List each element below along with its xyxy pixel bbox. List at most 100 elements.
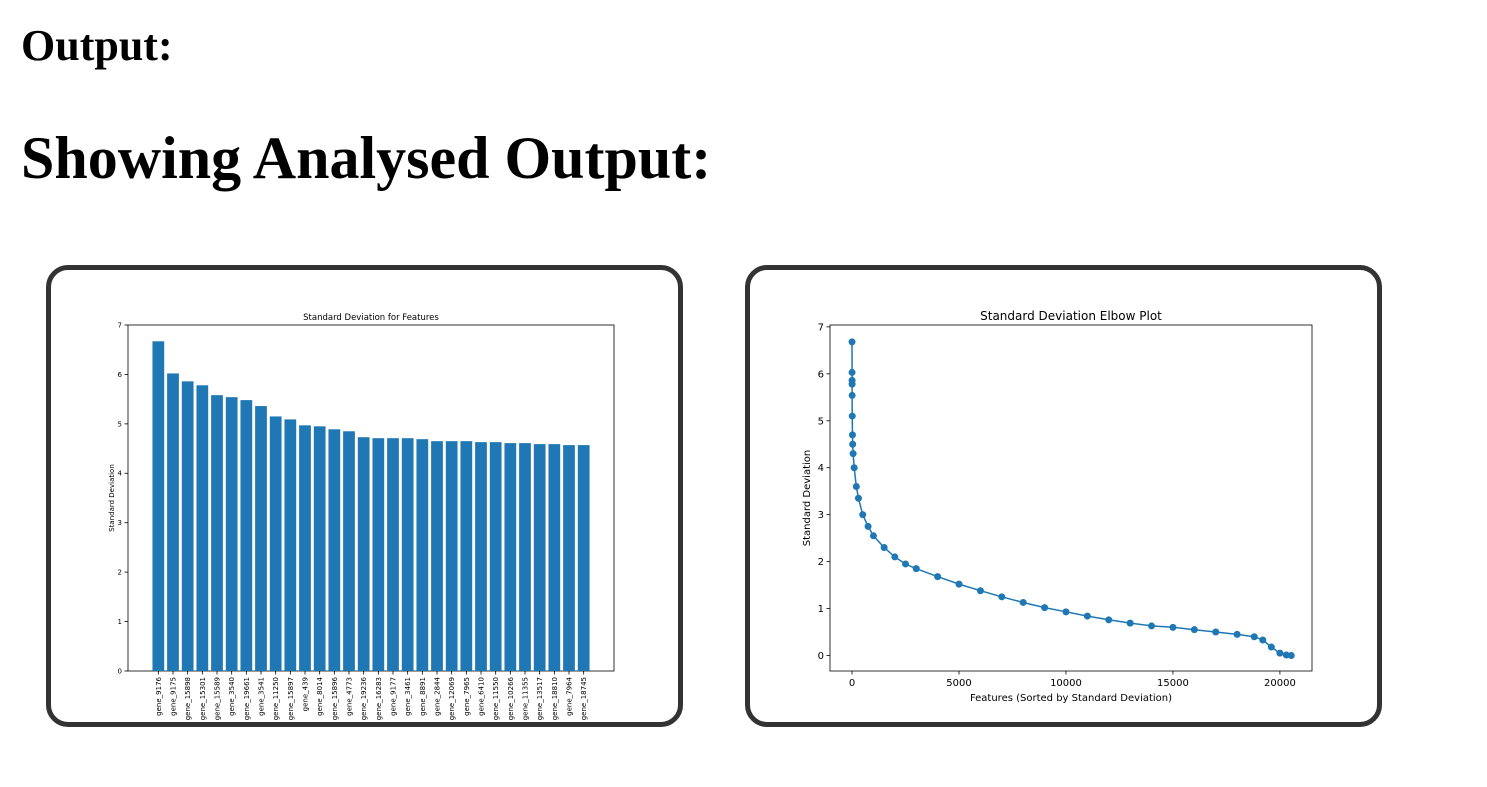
y-tick-label: 4 — [118, 470, 123, 478]
point — [998, 593, 1006, 601]
x-tick-label: gene_11550 — [492, 677, 500, 720]
bar — [504, 443, 517, 671]
point — [1190, 626, 1198, 634]
bar — [167, 373, 179, 671]
x-tick-label: gene_3540 — [228, 677, 236, 716]
bar — [372, 438, 385, 671]
point — [848, 412, 856, 420]
point — [1287, 652, 1295, 660]
point — [1250, 633, 1258, 641]
bar — [181, 381, 194, 671]
bar — [563, 445, 575, 671]
y-tick-label: 2 — [818, 557, 824, 568]
bar — [445, 441, 458, 671]
y-tick-label: 1 — [118, 618, 122, 626]
x-tick-label: gene_9177 — [390, 677, 398, 716]
bar — [357, 437, 370, 671]
x-tick-label: gene_16283 — [375, 677, 383, 720]
x-tick-label: gene_2844 — [434, 676, 442, 715]
point — [854, 494, 862, 502]
x-tick-label: gene_18745 — [580, 677, 588, 720]
x-tick-label: gene_7965 — [463, 677, 471, 716]
point — [891, 553, 899, 561]
y-tick-label: 3 — [818, 510, 824, 521]
point — [1233, 630, 1241, 638]
x-tick-label: gene_7964 — [566, 676, 574, 715]
y-tick-label: 0 — [118, 667, 122, 675]
line — [851, 341, 1292, 657]
bar — [548, 444, 561, 671]
x-tick-label: gene_8891 — [419, 677, 427, 716]
x-tick-label: gene_13517 — [536, 677, 544, 720]
point — [1041, 604, 1049, 612]
point — [1148, 622, 1156, 630]
point — [1212, 628, 1220, 636]
x-tick-label: gene_3541 — [258, 677, 266, 716]
x-tick-label: gene_19236 — [360, 676, 368, 720]
point — [1062, 608, 1070, 616]
x-tick-label: gene_15897 — [287, 677, 295, 720]
bar — [577, 445, 590, 671]
point — [849, 440, 857, 448]
bar — [328, 429, 341, 671]
x-tick-label: 0 — [849, 678, 855, 689]
x-tick-label: gene_11355 — [522, 677, 530, 720]
bar — [255, 406, 267, 671]
bar — [489, 442, 502, 671]
y-tick-label: 5 — [818, 416, 824, 427]
point — [955, 580, 963, 588]
bar — [225, 397, 238, 671]
chart-title: Standard Deviation Elbow Plot — [980, 309, 1162, 323]
bar — [152, 341, 165, 671]
point — [934, 573, 942, 581]
x-tick-label: gene_6410 — [478, 677, 486, 716]
point — [850, 464, 858, 472]
x-tick-label: gene_9176 — [155, 676, 163, 715]
x-tick-label: gene_10266 — [507, 676, 515, 720]
chart-title: Standard Deviation for Features — [303, 313, 439, 323]
bar — [416, 439, 429, 671]
heading: Showing Analysed Output: — [21, 125, 712, 191]
x-axis-label: Features (Sorted by Standard Deviation) — [970, 693, 1172, 704]
bar — [240, 400, 253, 671]
y-tick-label: 6 — [118, 371, 123, 379]
bar — [387, 438, 399, 671]
bar — [475, 442, 487, 671]
x-tick-label: 20000 — [1264, 678, 1296, 689]
bar — [431, 441, 443, 671]
point — [976, 587, 984, 595]
bar — [460, 441, 473, 671]
plot-frame — [829, 324, 1313, 672]
point — [849, 450, 857, 458]
x-tick-label: gene_15589 — [214, 677, 222, 720]
plot-frame — [127, 324, 615, 672]
y-tick-label: 4 — [818, 463, 824, 474]
y-tick-label: 7 — [818, 322, 824, 333]
point — [869, 532, 877, 540]
point — [902, 560, 910, 568]
heading: Output: — [21, 21, 173, 70]
y-tick-label: 0 — [818, 651, 824, 662]
point — [1019, 598, 1027, 606]
point — [912, 565, 920, 573]
bar — [313, 426, 326, 671]
y-axis-label: Standard Deviation — [108, 464, 116, 532]
bar — [519, 443, 531, 671]
y-tick-label: 6 — [818, 369, 824, 380]
x-tick-label: gene_15896 — [331, 676, 339, 720]
point — [1105, 616, 1113, 624]
bar — [299, 425, 311, 671]
point — [1276, 649, 1284, 657]
point — [848, 368, 856, 376]
point — [848, 431, 856, 439]
point — [1126, 619, 1134, 627]
x-tick-label: gene_18810 — [551, 677, 559, 720]
point — [848, 391, 856, 399]
y-tick-label: 5 — [118, 420, 122, 428]
point — [864, 522, 872, 530]
x-tick-label: gene_439 — [302, 677, 310, 711]
y-tick-label: 3 — [118, 519, 122, 527]
bar — [533, 444, 546, 671]
